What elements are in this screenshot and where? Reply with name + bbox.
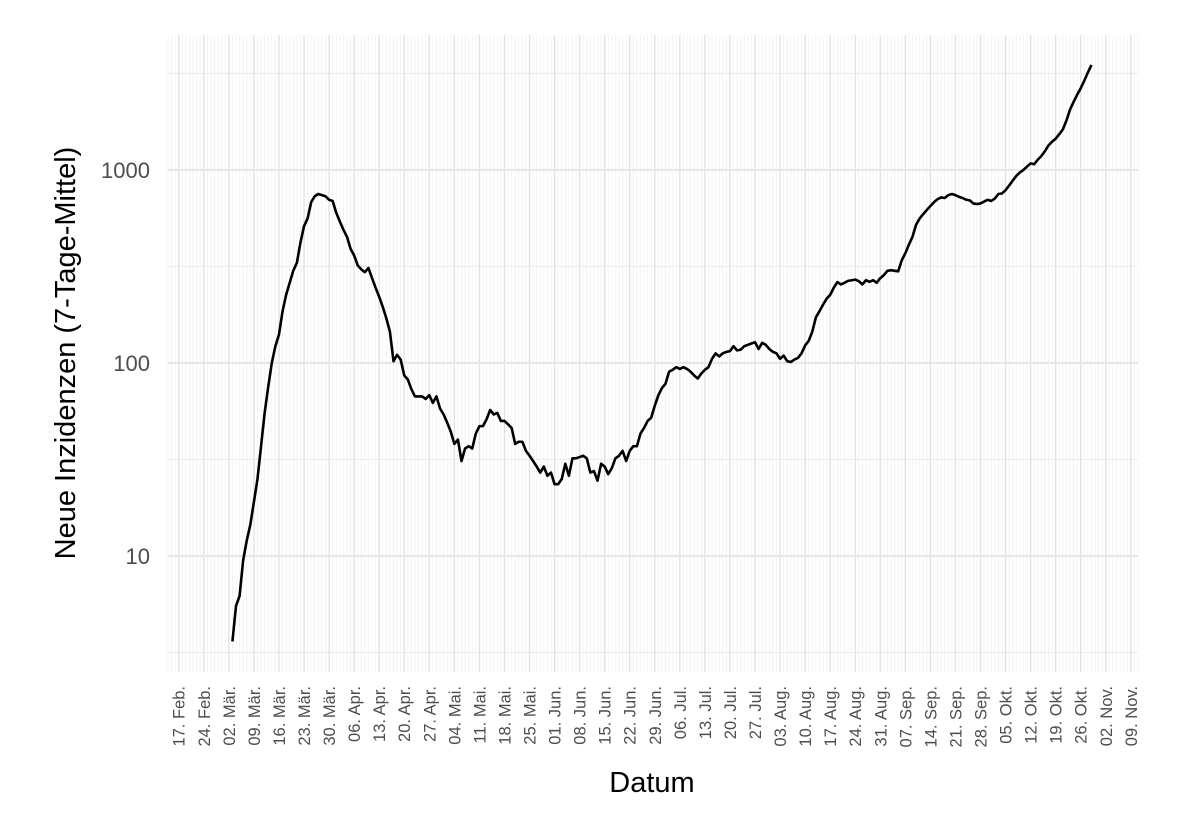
- x-tick-label: 23. Mär.: [296, 686, 314, 746]
- x-axis-title: Datum: [609, 767, 694, 799]
- plot: [231, 64, 1093, 642]
- x-tick-label: 17. Aug.: [822, 686, 840, 747]
- x-tick-label: 13. Jul.: [697, 686, 715, 739]
- x-tick-label: 05. Okt.: [998, 686, 1016, 744]
- x-tick-label: 09. Nov.: [1123, 686, 1141, 746]
- y-tick-label: 100: [113, 351, 150, 376]
- x-tick-label: 09. Mär.: [246, 686, 264, 746]
- x-tick-label: 18. Mai.: [496, 686, 514, 745]
- x-tick-label: 02. Nov.: [1098, 686, 1116, 746]
- y-tick-label: 10: [126, 544, 150, 569]
- x-tick-label: 10. Aug.: [797, 686, 815, 747]
- x-tick-label: 30. Mär.: [321, 686, 339, 746]
- x-tick-label: 26. Okt.: [1073, 686, 1091, 744]
- x-tick-label: 28. Sep.: [973, 686, 991, 747]
- x-tick-label: 22. Jun.: [622, 686, 640, 745]
- x-tick-label: 11. Mai.: [471, 686, 489, 743]
- x-tick-label: 31. Aug.: [872, 686, 890, 747]
- x-tick-label: 07. Sep.: [897, 686, 915, 747]
- x-tick-label: 06. Jul.: [672, 686, 690, 739]
- x-tick-label: 06. Apr.: [346, 686, 364, 742]
- data-line: [231, 64, 1093, 642]
- x-tick-label: 24. Aug.: [847, 686, 865, 747]
- x-tick-label: 04. Mai.: [446, 686, 464, 745]
- x-tick-label: 02. Mär.: [221, 686, 239, 746]
- x-tick-label: 15. Jun.: [597, 686, 615, 745]
- x-tick-label: 08. Jun.: [572, 686, 590, 745]
- y-tick-label: 1000: [101, 158, 150, 183]
- x-tick-label: 20. Apr.: [396, 686, 414, 742]
- x-tick-label: 20. Jul.: [722, 686, 740, 739]
- x-tick-label: 27. Jul.: [747, 686, 765, 739]
- x-tick-label: 21. Sep.: [947, 686, 965, 747]
- x-tick-label: 19. Okt.: [1048, 686, 1066, 744]
- x-tick-label: 16. Mär.: [271, 686, 289, 746]
- x-tick-label: 14. Sep.: [922, 686, 940, 747]
- x-tick-label: 13. Apr.: [371, 686, 389, 742]
- x-tick-label: 12. Okt.: [1023, 686, 1041, 744]
- x-tick-label: 27. Apr.: [421, 686, 439, 742]
- y-axis-title: Neue Inzidenzen (7-Tage-Mittel): [50, 147, 82, 560]
- x-tick-label: 24. Feb.: [196, 686, 214, 747]
- x-tick-label: 25. Mai.: [522, 686, 540, 745]
- x-tick-label: 29. Jun.: [647, 686, 665, 745]
- grid: [167, 35, 1139, 672]
- x-tick-label: 17. Feb.: [171, 686, 189, 747]
- x-tick-label: 01. Jun.: [547, 686, 565, 745]
- x-tick-label: 03. Aug.: [772, 686, 790, 747]
